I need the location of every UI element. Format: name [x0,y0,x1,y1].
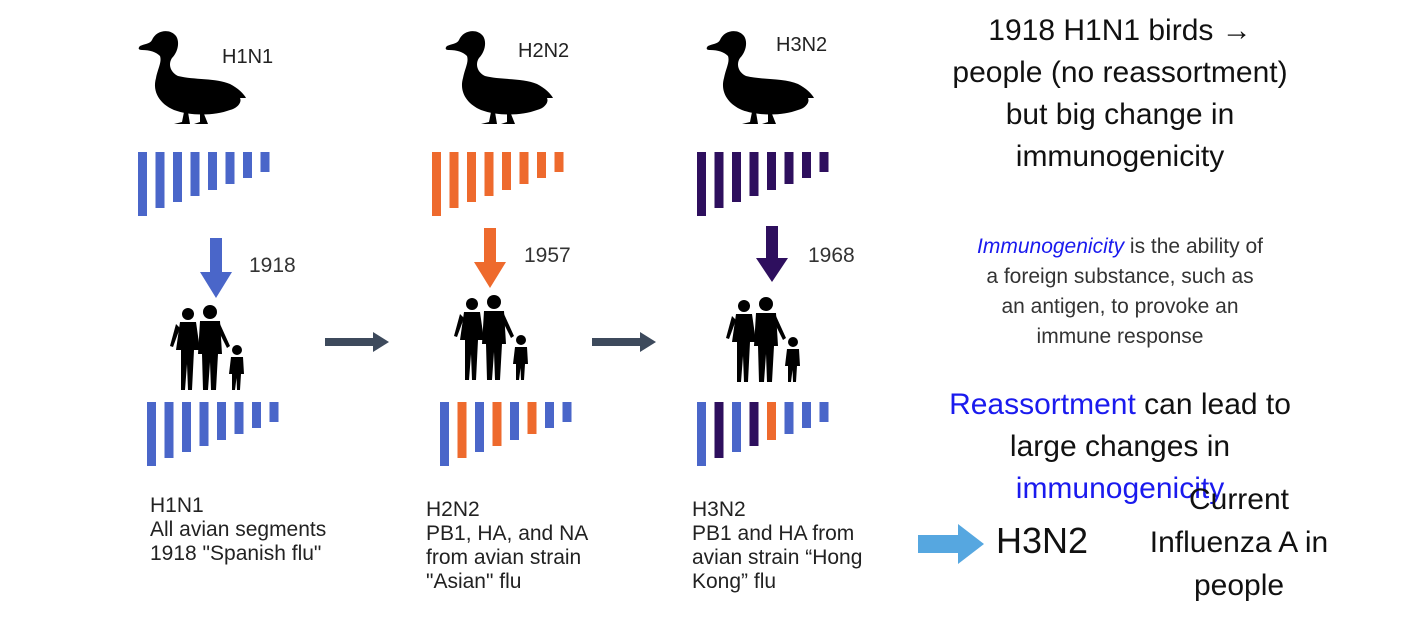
genome-segment [802,152,811,178]
right-arrow-icon [918,524,984,564]
genome-segment [260,152,270,172]
strain-caption: H1N1 All avian segments 1918 "Spanish fl… [150,494,327,565]
genome-segment [225,152,235,184]
immunogenicity-definition: Immunogenicity is the ability of a forei… [902,202,1338,352]
year-label: 1957 [524,244,571,267]
genome-segment [562,402,572,422]
genome-segment [182,402,191,452]
genome-segment [537,152,546,178]
human-segments [147,402,279,466]
reassortment-term: Reassortment [949,388,1136,421]
genome-segment [484,152,494,196]
human-segments [697,402,829,466]
bird-strain-label: H1N1 [222,46,274,68]
duck-silhouette-icon [138,31,246,124]
bird-strain-label: H2N2 [518,40,570,62]
genome-segment [697,152,706,216]
genome-segment [554,152,564,172]
genome-segment [714,402,724,458]
bird-strain-label: H3N2 [776,34,828,56]
duck-silhouette-icon [706,31,814,124]
genome-segment [697,402,706,466]
family-silhouette-icon [170,305,244,390]
definition-term: Immunogenicity [977,235,1125,258]
family-silhouette-icon [726,297,800,382]
down-arrow-icon [474,228,506,288]
genome-segment [519,152,529,184]
genome-segment [732,402,741,452]
genome-segment [749,402,759,446]
genome-segment [819,402,829,422]
genome-segment [164,402,174,458]
genome-segment [527,402,537,434]
strain-caption: H2N2 PB1, HA, and NA from avian strain "… [426,498,589,593]
genome-segment [492,402,502,446]
genome-segment [502,152,511,190]
genome-segment [714,152,724,208]
genome-segment [784,402,794,434]
human-segments [440,402,572,466]
current-influenza-label: Current Influenza A in people [1149,483,1329,602]
reassortment-note: Reassortment can lead to large changes i… [902,342,1338,510]
genome-segment [252,402,261,428]
genome-segment [208,152,217,190]
genome-segment [147,402,156,466]
genome-segment [440,402,449,466]
genome-segment [475,402,484,452]
right-arrow-icon [592,332,656,352]
genome-segment [173,152,182,202]
bird-segments [432,152,564,216]
genome-segment [767,152,776,190]
genome-segment [234,402,244,434]
duck-silhouette-icon [445,31,553,124]
down-arrow-icon [756,226,788,282]
bird-segments [697,152,829,216]
family-silhouette-icon [454,295,528,380]
year-label: 1918 [249,254,296,277]
bird-segments [138,152,270,216]
down-arrow-icon [200,238,232,298]
definition-text: is the ability of a foreign substance, s… [986,235,1263,348]
no-reassortment-note: 1918 H1N1 birds → people (no reassortmen… [952,14,1288,173]
current-strain: H3N2 [996,520,1089,561]
immunogenicity-term: immunogenicity [1015,472,1225,505]
reassortment-text: can lead to large changes in [1009,388,1291,463]
genome-segment [217,402,226,440]
genome-segment [243,152,252,178]
genome-segment [767,402,776,440]
genome-segment [432,152,441,216]
genome-segment [269,402,279,422]
genome-segment [732,152,741,202]
genome-segment [784,152,794,184]
strain-caption: H3N2 PB1 and HA from avian strain “Hong … [692,498,863,593]
genome-segment [545,402,554,428]
right-arrow-icon [325,332,389,352]
year-label: 1968 [808,244,855,267]
genome-segment [802,402,811,428]
genome-segment [510,402,519,440]
genome-segment [190,152,200,196]
genome-segment [138,152,147,216]
genome-segment [467,152,476,202]
genome-segment [449,152,459,208]
genome-segment [819,152,829,172]
genome-segment [457,402,467,458]
genome-segment [749,152,759,196]
genome-segment [155,152,165,208]
genome-segment [199,402,209,446]
